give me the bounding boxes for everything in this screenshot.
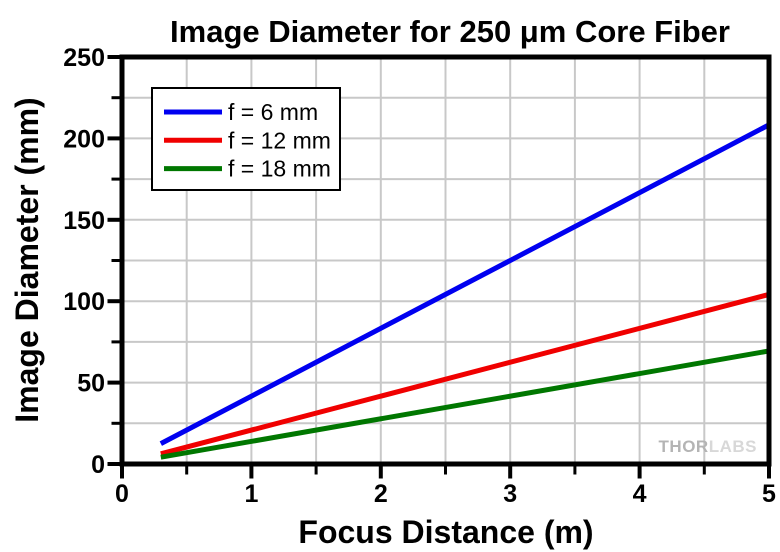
chart-title: Image Diameter for 250 μm Core Fiber [170,14,730,49]
y-tick-label: 150 [63,207,105,235]
plot-frame [119,54,772,467]
series-line-1 [160,291,770,457]
x-tick-label: 0 [115,480,129,508]
y-tick-label: 50 [77,370,105,398]
x-tick-label: 4 [633,480,647,508]
series-line-0 [159,122,771,446]
thorlabs-watermark: THORLABS [659,437,757,456]
x-axis-label: Focus Distance (m) [298,514,593,550]
y-tick-label: 250 [63,44,105,72]
y-tick-label: 0 [91,451,105,479]
y-axis-label: Image Diameter (mm) [9,97,45,422]
y-tick-label: 100 [63,288,105,316]
y-tick-label: 200 [63,125,105,153]
legend-entry-label-2: f = 18 mm [228,156,331,182]
watermark-labs-text: LABS [709,437,757,456]
x-tick-label: 5 [762,480,776,508]
watermark-thor-text: THOR [659,437,709,456]
x-tick-label: 3 [503,480,517,508]
legend-entry-label-1: f = 12 mm [228,127,331,153]
x-tick-label: 1 [244,480,258,508]
x-tick-label: 2 [374,480,388,508]
series-line-2 [160,348,770,460]
legend-entry-label-0: f = 6 mm [228,99,318,125]
